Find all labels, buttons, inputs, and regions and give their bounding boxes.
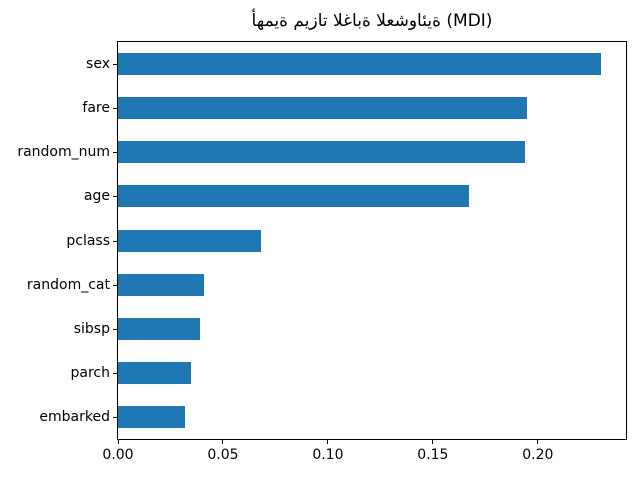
bar-sex (118, 53, 601, 76)
x-axis-tick-0.20 (537, 440, 539, 444)
y-tick-label-sibsp: sibsp (73, 320, 110, 337)
x-tick-label-0.20: 0.20 (522, 447, 554, 463)
bar-sibsp (118, 317, 200, 340)
x-axis-tick-0.10 (327, 440, 329, 444)
bar-pclass (118, 229, 261, 252)
y-axis-tick-parch (113, 373, 117, 374)
bar-embarked (118, 405, 186, 428)
y-tick-label-age: age (83, 188, 110, 205)
y-axis-tick-random_cat (113, 285, 117, 286)
x-tick-label-0.00: 0.00 (102, 447, 134, 463)
bar-random_num (118, 141, 526, 164)
y-axis-tick-sex (113, 64, 117, 65)
y-tick-label-random_num: random_num (17, 144, 110, 161)
y-tick-label-pclass: pclass (66, 232, 110, 249)
bar-parch (118, 361, 192, 384)
x-tick-label-0.05: 0.05 (207, 447, 239, 463)
x-tick-label-0.10: 0.10 (312, 447, 344, 463)
x-axis-tick-0.15 (432, 440, 434, 444)
y-axis-tick-sibsp (113, 329, 117, 330)
bar-random_cat (118, 273, 205, 296)
y-axis-tick-random_num (113, 152, 117, 153)
x-axis-tick-0.05 (222, 440, 224, 444)
y-tick-label-embarked: embarked (39, 408, 110, 425)
bar-fare (118, 97, 528, 120)
y-axis-tick-pclass (113, 241, 117, 242)
y-tick-label-sex: sex (86, 56, 110, 73)
y-axis-tick-age (113, 196, 117, 197)
y-tick-label-fare: fare (82, 100, 110, 117)
x-tick-label-0.15: 0.15 (417, 447, 449, 463)
y-tick-label-parch: parch (70, 364, 110, 381)
chart-title: أهمية ميزات الغابة العشوائية (MDI) (251, 11, 493, 31)
y-axis-tick-fare (113, 108, 117, 109)
y-tick-label-random_cat: random_cat (26, 276, 110, 293)
bar-age (118, 185, 469, 208)
y-axis-tick-embarked (113, 417, 117, 418)
x-axis-tick-0.00 (117, 440, 119, 444)
